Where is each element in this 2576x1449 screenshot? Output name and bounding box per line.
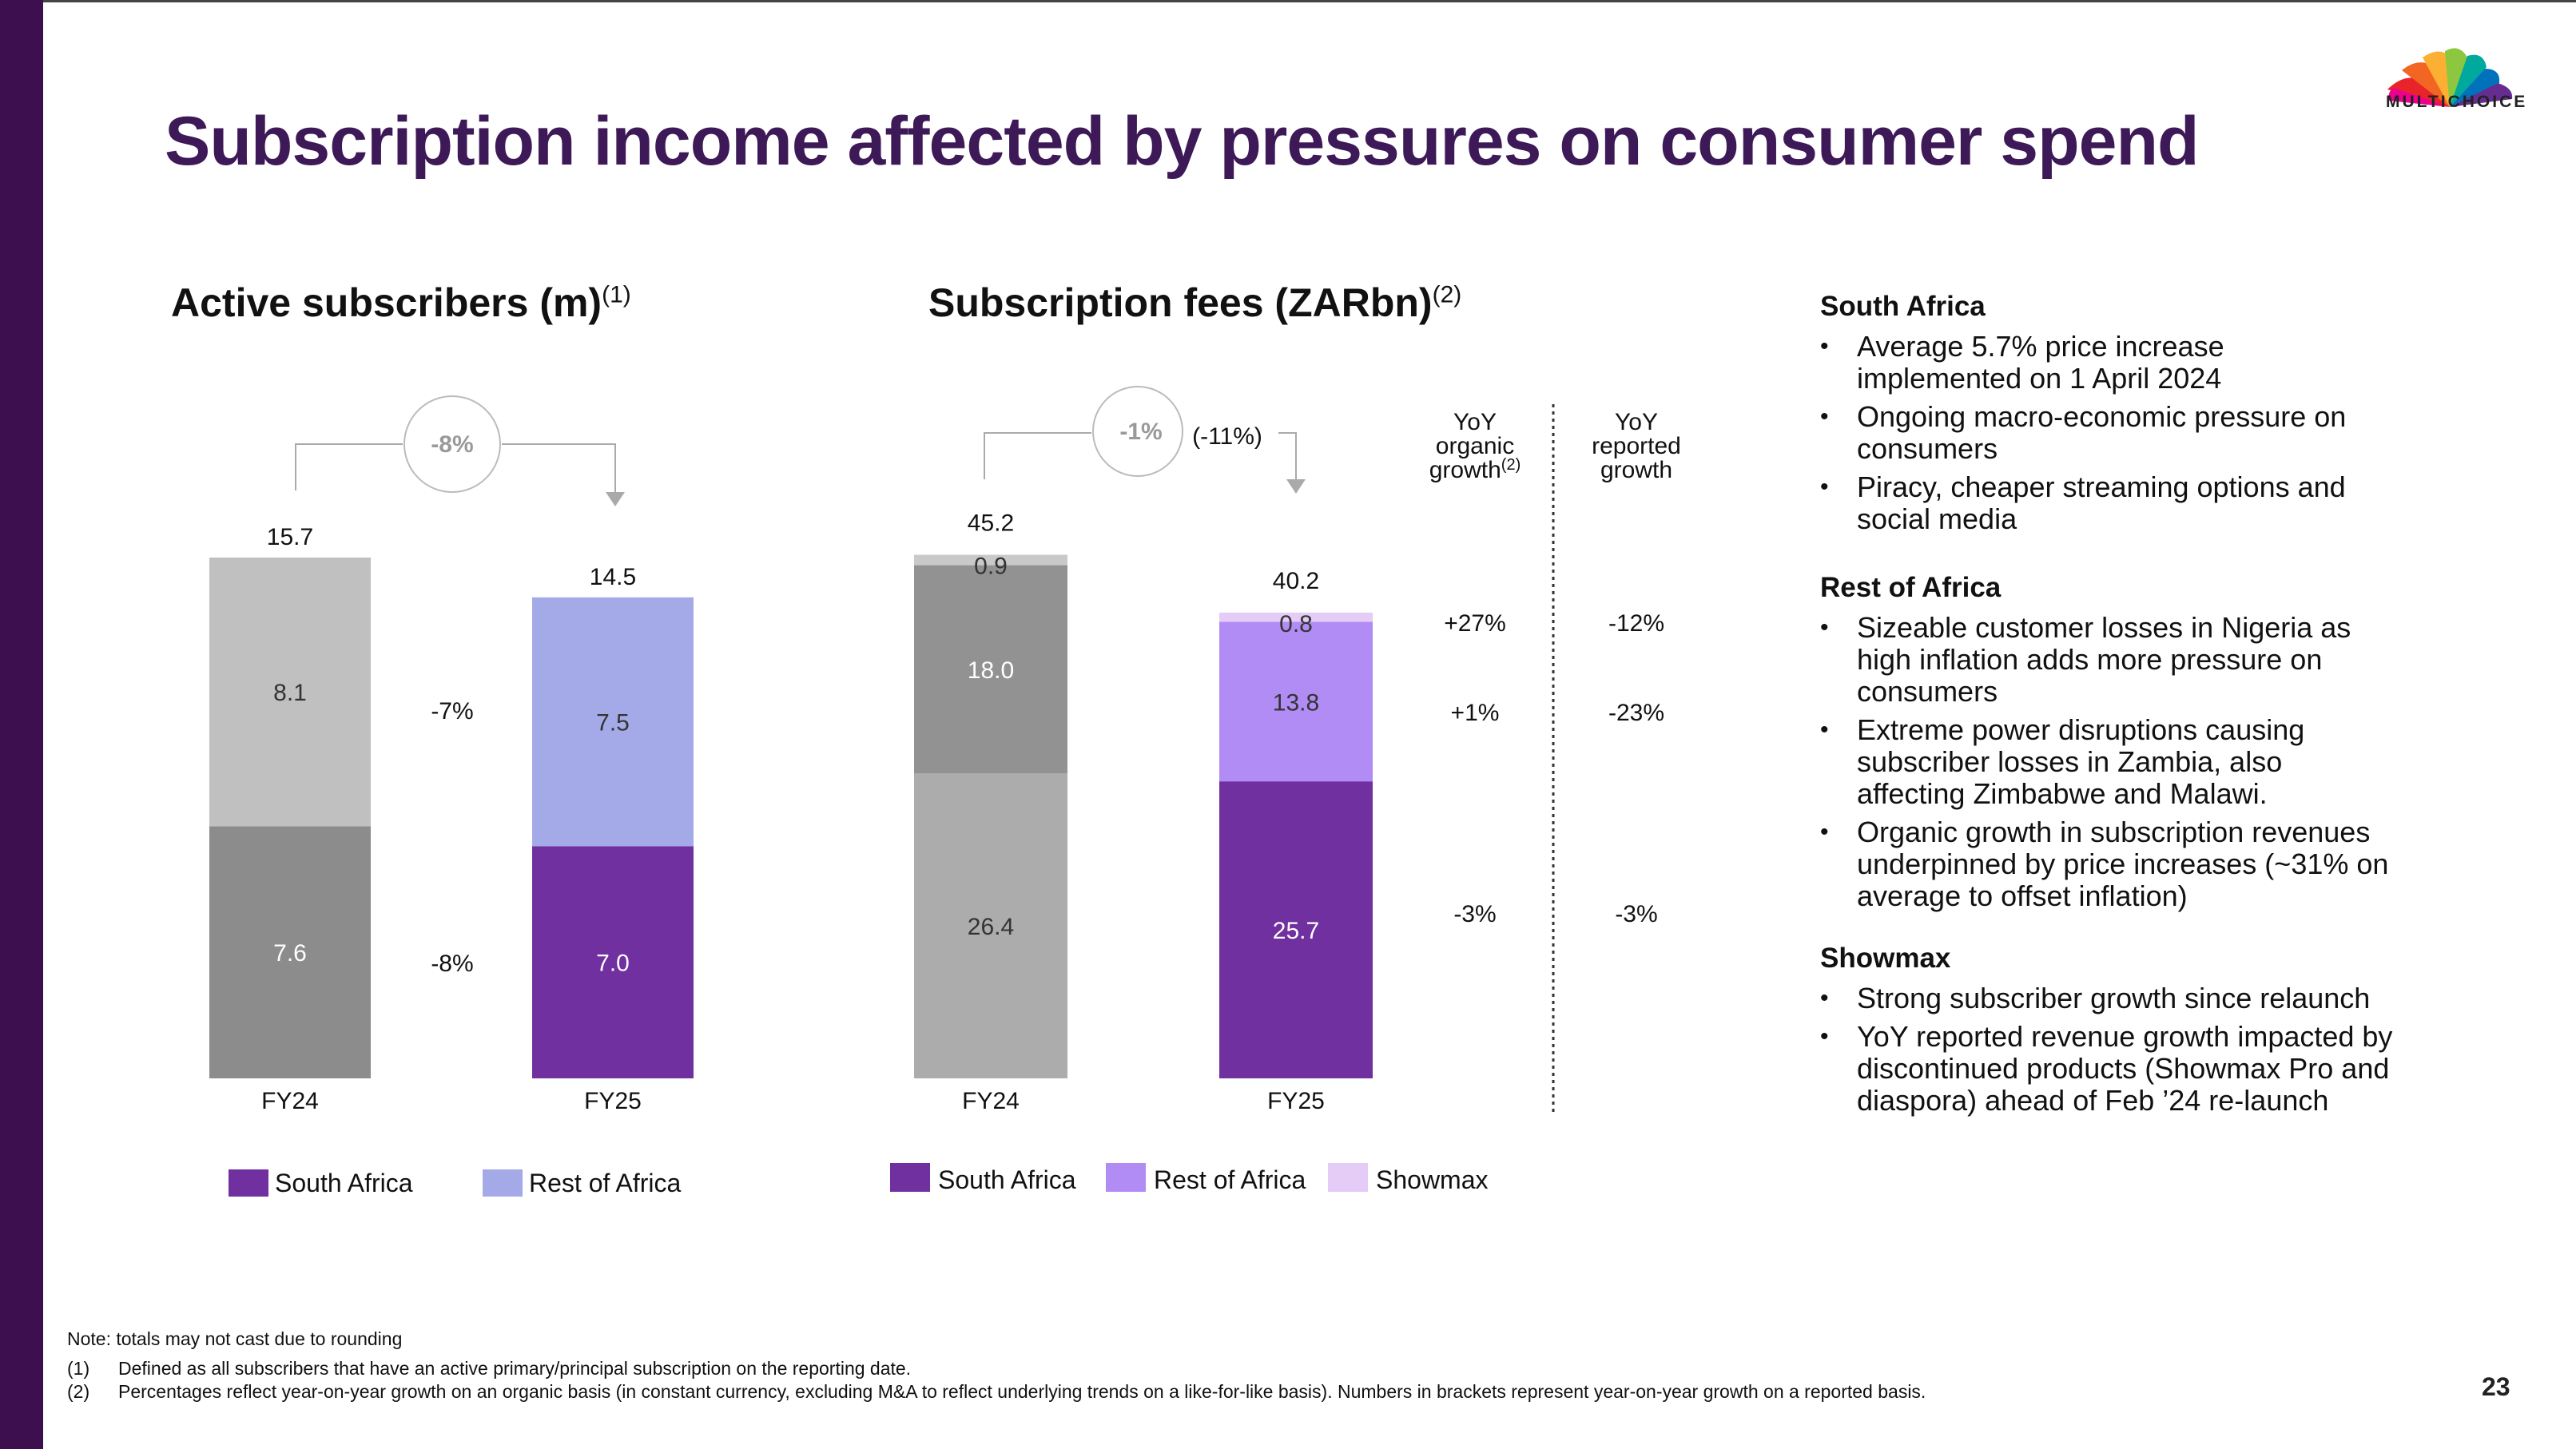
bar-rest-of-africa [914, 565, 1067, 774]
growth-table-header: growth [1600, 457, 1672, 483]
growth-label-south-africa: -8% [431, 951, 473, 977]
commentary-rest-of-africa: Rest of Africa Sizeable customer losses … [1820, 570, 2395, 912]
bar-value-label: 18.0 [968, 657, 1014, 684]
footnotes: Note: totals may not cast due to roundin… [67, 1328, 1926, 1403]
commentary-showmax: Showmax Strong subscriber growth since r… [1820, 941, 2395, 1117]
growth-connector [295, 443, 403, 490]
commentary-heading: South Africa [1820, 291, 1986, 322]
bar-south-africa [532, 846, 694, 1078]
commentary-panel: South Africa Average 5.7% price increase… [1820, 289, 2395, 1139]
legend-swatch [483, 1169, 523, 1197]
legend-label: South Africa [938, 1165, 1076, 1194]
growth-circle [1092, 386, 1183, 477]
bar-total-label: 15.7 [267, 524, 313, 550]
growth-reported-value: -23% [1608, 700, 1664, 726]
footnote-marker: (2) [1501, 456, 1521, 474]
footnote-2: (2) Percentages reflect year-on-year gro… [67, 1381, 1926, 1402]
growth-organic-value: +27% [1444, 610, 1506, 637]
bar-value-label: 8.1 [273, 680, 307, 706]
x-tick-label: FY24 [261, 1088, 319, 1114]
commentary-heading: Rest of Africa [1820, 572, 2002, 603]
multichoice-logo-icon [2387, 48, 2513, 107]
commentary-bullet: Organic growth in subscription revenues … [1820, 816, 2395, 912]
growth-total-label: -1% [1119, 419, 1162, 445]
legend-label: Rest of Africa [529, 1169, 682, 1197]
subscribers-chart-title: Active subscribers (m)(1) [171, 280, 631, 325]
growth-table-header: YoY [1453, 409, 1497, 435]
bar-total-label: 14.5 [590, 564, 636, 590]
legend-label: South Africa [275, 1169, 413, 1197]
bar-total-label: 40.2 [1273, 568, 1319, 594]
bar-rest-of-africa [532, 597, 694, 847]
growth-circle [403, 395, 501, 493]
bar-rest-of-africa [1219, 621, 1373, 782]
bar-south-africa [209, 826, 371, 1078]
top-border [43, 0, 2576, 2]
bar-rest-of-africa [209, 558, 371, 827]
commentary-south-africa: South Africa Average 5.7% price increase… [1820, 289, 2395, 535]
page-number: 23 [2482, 1372, 2510, 1401]
bar-south-africa [914, 773, 1067, 1078]
growth-organic-value: -3% [1453, 901, 1496, 927]
legend-swatch [890, 1163, 930, 1192]
bar-south-africa [1219, 781, 1373, 1078]
growth-table-header: reported [1592, 433, 1681, 459]
growth-label-rest-of-africa: -7% [431, 698, 473, 724]
arrow-icon [606, 492, 625, 506]
commentary-bullet: Ongoing macro-economic pressure on consu… [1820, 401, 2395, 465]
charts-canvas: 7.6 8.1 15.7 FY24 7.0 7.5 14.5 FY25 -7% -8% -8% Sou… [209, 386, 1681, 1197]
commentary-bullet: Strong subscriber growth since relaunch [1820, 983, 2395, 1015]
growth-table-header: YoY [1615, 409, 1658, 435]
commentary-bullet: Average 5.7% price increase implemented … [1820, 331, 2395, 395]
legend-label: Rest of Africa [1154, 1165, 1306, 1194]
legend-label: Showmax [1376, 1165, 1489, 1194]
bar-value-label: 7.6 [273, 940, 307, 967]
growth-reported-value: -3% [1615, 901, 1657, 927]
bar-value-label: 25.7 [1273, 918, 1319, 944]
logo-wordmark: MULTICHOICE [2386, 93, 2528, 111]
legend-swatch [229, 1169, 268, 1197]
left-accent-bar [0, 0, 43, 1449]
bar-showmax [914, 554, 1067, 566]
fees-chart-title: Subscription fees (ZARbn)(2) [928, 280, 1462, 325]
commentary-heading: Showmax [1820, 943, 1951, 974]
growth-reported-label: (-11%) [1192, 423, 1262, 450]
bar-total-label: 45.2 [968, 510, 1014, 537]
bar-value-label: 13.8 [1273, 689, 1319, 716]
x-tick-label: FY24 [962, 1088, 1020, 1114]
bar-value-label: 26.4 [968, 914, 1014, 940]
commentary-bullet: Extreme power disruptions causing subscr… [1820, 714, 2395, 810]
growth-organic-value: +1% [1451, 700, 1500, 726]
commentary-bullet: Sizeable customer losses in Nigeria as h… [1820, 612, 2395, 708]
growth-connector [984, 432, 1091, 479]
commentary-bullet: Piracy, cheaper streaming options and so… [1820, 471, 2395, 535]
legend-swatch [1106, 1163, 1146, 1192]
bar-showmax [1219, 612, 1373, 622]
bar-value-label: 7.5 [596, 710, 630, 736]
legend-swatch [1328, 1163, 1368, 1192]
rounding-note: Note: totals may not cast due to roundin… [67, 1328, 403, 1349]
growth-table-header: organic [1436, 433, 1514, 459]
growth-connector [502, 443, 616, 498]
growth-connector [1278, 432, 1297, 484]
x-tick-label: FY25 [1267, 1088, 1325, 1114]
growth-table-header: growth(2) [1429, 456, 1521, 483]
footnote-1: (1) Defined as all subscribers that have… [67, 1358, 912, 1379]
arrow-icon [1286, 479, 1306, 494]
growth-total-label: -8% [431, 431, 473, 458]
bar-value-label: 7.0 [596, 951, 630, 977]
x-tick-label: FY25 [584, 1088, 642, 1114]
bar-value-label: 0.8 [1279, 611, 1313, 637]
commentary-bullet: YoY reported revenue growth impacted by … [1820, 1021, 2395, 1117]
page-title: Subscription income affected by pressure… [165, 103, 2200, 180]
bar-value-label: 0.9 [974, 554, 1008, 580]
growth-reported-value: -12% [1608, 610, 1664, 637]
